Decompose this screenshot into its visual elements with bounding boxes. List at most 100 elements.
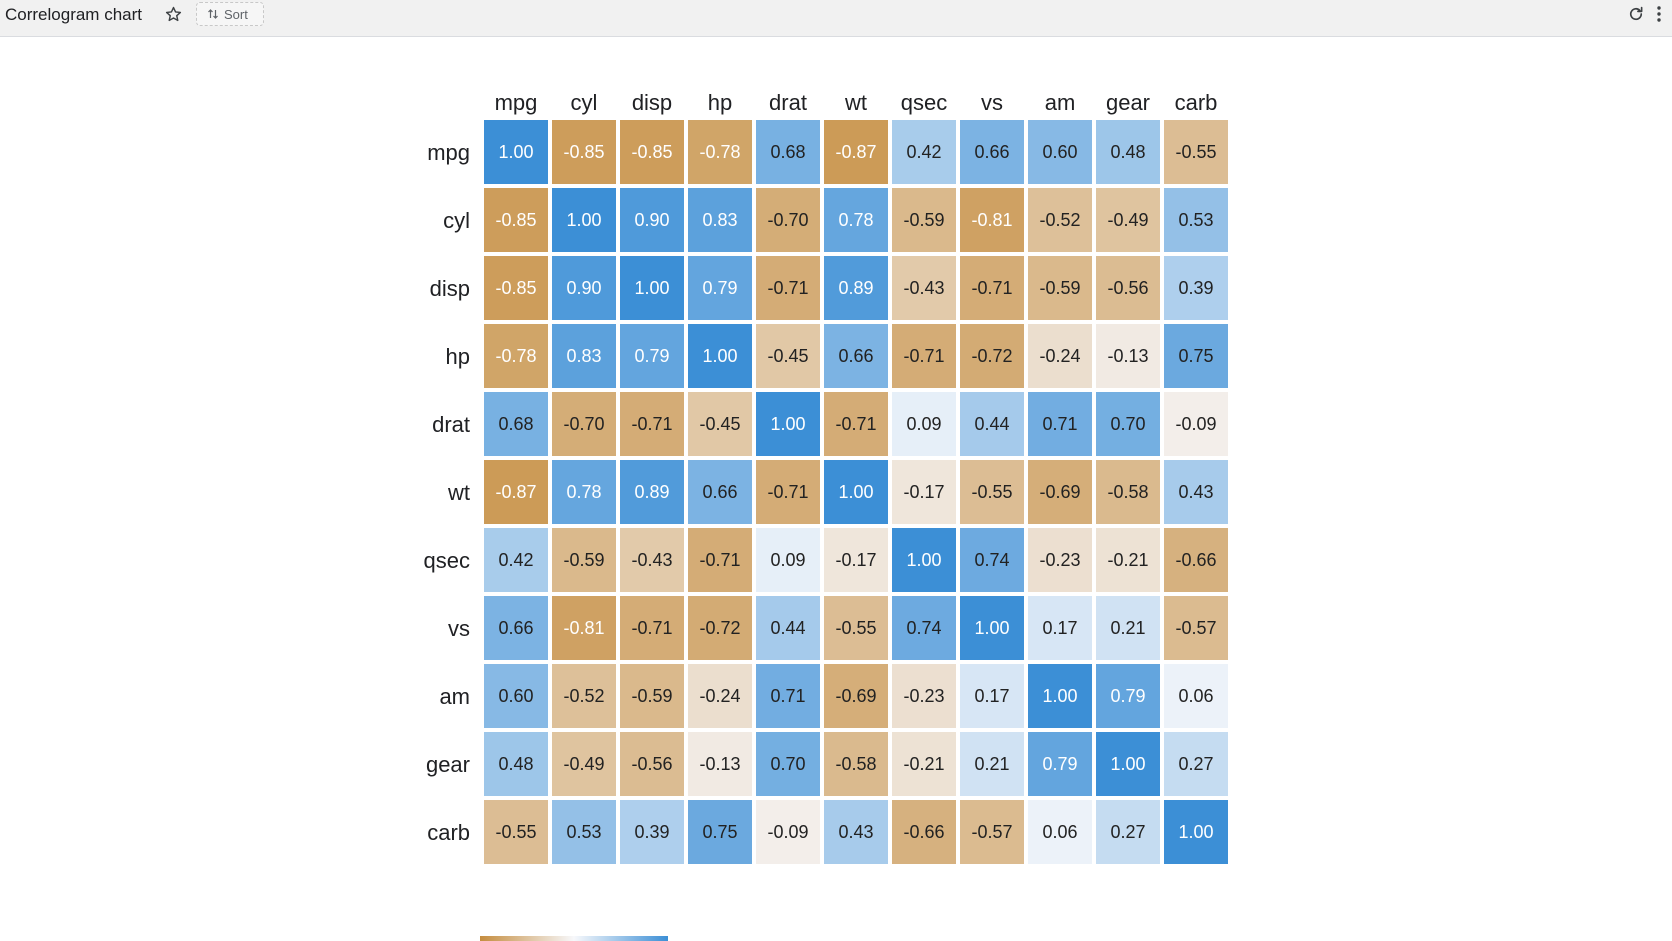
heatmap-cell-gear-am[interactable] xyxy=(1028,732,1092,796)
heatmap-cell-qsec-cyl[interactable] xyxy=(552,528,616,592)
heatmap-cell-carb-gear[interactable] xyxy=(1096,800,1160,864)
heatmap-cell-hp-carb[interactable] xyxy=(1164,324,1228,388)
star-icon[interactable] xyxy=(164,5,183,24)
heatmap-cell-mpg-hp[interactable] xyxy=(688,120,752,184)
heatmap-cell-am-wt[interactable] xyxy=(824,664,888,728)
heatmap-cell-gear-wt[interactable] xyxy=(824,732,888,796)
heatmap-cell-hp-qsec[interactable] xyxy=(892,324,956,388)
heatmap-cell-gear-gear[interactable] xyxy=(1096,732,1160,796)
heatmap-cell-wt-carb[interactable] xyxy=(1164,460,1228,524)
heatmap-cell-mpg-vs[interactable] xyxy=(960,120,1024,184)
heatmap-cell-cyl-vs[interactable] xyxy=(960,188,1024,252)
heatmap-cell-carb-vs[interactable] xyxy=(960,800,1024,864)
heatmap-cell-mpg-wt[interactable] xyxy=(824,120,888,184)
heatmap-cell-am-carb[interactable] xyxy=(1164,664,1228,728)
more-vert-icon[interactable] xyxy=(1655,5,1663,23)
heatmap-cell-am-disp[interactable] xyxy=(620,664,684,728)
heatmap-cell-cyl-gear[interactable] xyxy=(1096,188,1160,252)
heatmap-cell-drat-vs[interactable] xyxy=(960,392,1024,456)
heatmap-cell-am-cyl[interactable] xyxy=(552,664,616,728)
heatmap-cell-carb-wt[interactable] xyxy=(824,800,888,864)
heatmap-cell-qsec-drat[interactable] xyxy=(756,528,820,592)
heatmap-cell-cyl-disp[interactable] xyxy=(620,188,684,252)
heatmap-cell-hp-cyl[interactable] xyxy=(552,324,616,388)
heatmap-cell-am-qsec[interactable] xyxy=(892,664,956,728)
heatmap-cell-disp-hp[interactable] xyxy=(688,256,752,320)
heatmap-cell-hp-wt[interactable] xyxy=(824,324,888,388)
heatmap-cell-mpg-gear[interactable] xyxy=(1096,120,1160,184)
heatmap-cell-qsec-wt[interactable] xyxy=(824,528,888,592)
heatmap-cell-wt-mpg[interactable] xyxy=(484,460,548,524)
heatmap-cell-am-vs[interactable] xyxy=(960,664,1024,728)
heatmap-cell-disp-am[interactable] xyxy=(1028,256,1092,320)
heatmap-cell-carb-cyl[interactable] xyxy=(552,800,616,864)
heatmap-cell-carb-drat[interactable] xyxy=(756,800,820,864)
refresh-icon[interactable] xyxy=(1627,5,1645,23)
heatmap-cell-wt-gear[interactable] xyxy=(1096,460,1160,524)
sort-button[interactable]: Sort xyxy=(196,2,264,26)
heatmap-cell-gear-qsec[interactable] xyxy=(892,732,956,796)
heatmap-cell-disp-mpg[interactable] xyxy=(484,256,548,320)
heatmap-cell-cyl-mpg[interactable] xyxy=(484,188,548,252)
heatmap-cell-wt-qsec[interactable] xyxy=(892,460,956,524)
heatmap-cell-qsec-mpg[interactable] xyxy=(484,528,548,592)
heatmap-cell-disp-cyl[interactable] xyxy=(552,256,616,320)
heatmap-cell-carb-hp[interactable] xyxy=(688,800,752,864)
heatmap-cell-vs-qsec[interactable] xyxy=(892,596,956,660)
heatmap-cell-am-mpg[interactable] xyxy=(484,664,548,728)
heatmap-cell-vs-wt[interactable] xyxy=(824,596,888,660)
heatmap-cell-carb-carb[interactable] xyxy=(1164,800,1228,864)
heatmap-cell-qsec-carb[interactable] xyxy=(1164,528,1228,592)
heatmap-cell-qsec-am[interactable] xyxy=(1028,528,1092,592)
heatmap-cell-gear-hp[interactable] xyxy=(688,732,752,796)
heatmap-cell-mpg-am[interactable] xyxy=(1028,120,1092,184)
heatmap-cell-carb-qsec[interactable] xyxy=(892,800,956,864)
heatmap-cell-gear-disp[interactable] xyxy=(620,732,684,796)
heatmap-cell-hp-vs[interactable] xyxy=(960,324,1024,388)
heatmap-cell-gear-vs[interactable] xyxy=(960,732,1024,796)
heatmap-cell-drat-carb[interactable] xyxy=(1164,392,1228,456)
heatmap-cell-disp-wt[interactable] xyxy=(824,256,888,320)
heatmap-cell-drat-hp[interactable] xyxy=(688,392,752,456)
heatmap-cell-gear-carb[interactable] xyxy=(1164,732,1228,796)
heatmap-cell-disp-gear[interactable] xyxy=(1096,256,1160,320)
heatmap-cell-gear-mpg[interactable] xyxy=(484,732,548,796)
heatmap-cell-mpg-disp[interactable] xyxy=(620,120,684,184)
heatmap-cell-hp-gear[interactable] xyxy=(1096,324,1160,388)
heatmap-cell-qsec-qsec[interactable] xyxy=(892,528,956,592)
heatmap-cell-mpg-cyl[interactable] xyxy=(552,120,616,184)
heatmap-cell-am-hp[interactable] xyxy=(688,664,752,728)
heatmap-cell-cyl-qsec[interactable] xyxy=(892,188,956,252)
heatmap-cell-wt-wt[interactable] xyxy=(824,460,888,524)
heatmap-cell-am-gear[interactable] xyxy=(1096,664,1160,728)
heatmap-cell-mpg-mpg[interactable] xyxy=(484,120,548,184)
heatmap-cell-disp-vs[interactable] xyxy=(960,256,1024,320)
heatmap-cell-disp-carb[interactable] xyxy=(1164,256,1228,320)
heatmap-cell-cyl-cyl[interactable] xyxy=(552,188,616,252)
heatmap-cell-vs-carb[interactable] xyxy=(1164,596,1228,660)
heatmap-cell-wt-vs[interactable] xyxy=(960,460,1024,524)
heatmap-cell-qsec-hp[interactable] xyxy=(688,528,752,592)
heatmap-cell-disp-drat[interactable] xyxy=(756,256,820,320)
heatmap-cell-carb-disp[interactable] xyxy=(620,800,684,864)
heatmap-cell-hp-drat[interactable] xyxy=(756,324,820,388)
heatmap-cell-gear-drat[interactable] xyxy=(756,732,820,796)
heatmap-cell-drat-mpg[interactable] xyxy=(484,392,548,456)
heatmap-cell-drat-qsec[interactable] xyxy=(892,392,956,456)
heatmap-cell-am-drat[interactable] xyxy=(756,664,820,728)
heatmap-cell-cyl-drat[interactable] xyxy=(756,188,820,252)
heatmap-cell-drat-disp[interactable] xyxy=(620,392,684,456)
heatmap-cell-vs-am[interactable] xyxy=(1028,596,1092,660)
heatmap-cell-hp-am[interactable] xyxy=(1028,324,1092,388)
heatmap-cell-gear-cyl[interactable] xyxy=(552,732,616,796)
heatmap-cell-drat-gear[interactable] xyxy=(1096,392,1160,456)
heatmap-cell-drat-am[interactable] xyxy=(1028,392,1092,456)
heatmap-cell-qsec-gear[interactable] xyxy=(1096,528,1160,592)
heatmap-cell-wt-hp[interactable] xyxy=(688,460,752,524)
heatmap-cell-vs-vs[interactable] xyxy=(960,596,1024,660)
heatmap-cell-cyl-wt[interactable] xyxy=(824,188,888,252)
heatmap-cell-vs-mpg[interactable] xyxy=(484,596,548,660)
heatmap-cell-cyl-am[interactable] xyxy=(1028,188,1092,252)
heatmap-cell-mpg-drat[interactable] xyxy=(756,120,820,184)
heatmap-cell-carb-mpg[interactable] xyxy=(484,800,548,864)
